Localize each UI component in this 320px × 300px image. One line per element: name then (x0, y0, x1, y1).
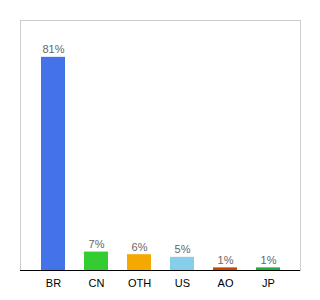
svg-text:BR: BR (46, 277, 61, 289)
svg-text:81%: 81% (42, 43, 64, 55)
svg-text:6%: 6% (132, 241, 148, 253)
svg-text:JP: JP (262, 277, 275, 289)
svg-text:1%: 1% (261, 254, 277, 266)
svg-text:5%: 5% (175, 243, 191, 255)
svg-text:7%: 7% (89, 238, 105, 250)
svg-text:AO: AO (218, 277, 234, 289)
svg-text:1%: 1% (218, 254, 234, 266)
svg-text:CN: CN (89, 277, 105, 289)
svg-text:OTH: OTH (128, 277, 151, 289)
svg-text:US: US (175, 277, 190, 289)
